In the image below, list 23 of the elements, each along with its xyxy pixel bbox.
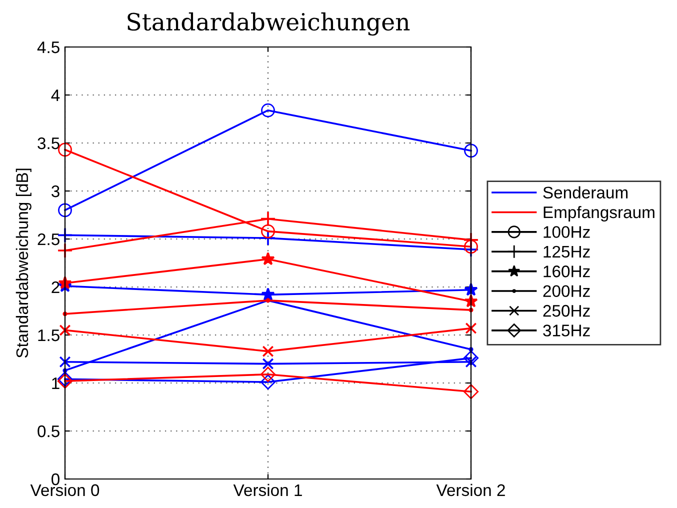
- x-tick-label: Version 1: [233, 484, 302, 496]
- y-tick-label: 3.5: [38, 137, 60, 150]
- text: 100Hz: [544, 226, 590, 238]
- y-tick-label: 2.5: [38, 233, 60, 246]
- y-tick-label: 3: [52, 185, 60, 198]
- text: 125Hz: [544, 246, 590, 258]
- y-axis-title: Standardabweichung [dB]: [16, 168, 32, 358]
- text: Empfangsraum: [544, 206, 654, 222]
- y-tick-label: 2: [52, 281, 60, 294]
- y-tick-label: 0: [52, 473, 60, 486]
- text: 315Hz: [543, 324, 590, 336]
- text: Senderaum: [543, 186, 628, 199]
- x-tick-label: Version 0: [30, 484, 100, 496]
- y-tick-label: 4: [51, 90, 60, 102]
- text: 200Hz: [543, 285, 590, 298]
- chart-title: Standardabweichungen: [128, 12, 410, 36]
- text: 160Hz: [544, 266, 590, 278]
- y-tick-label: 1: [52, 378, 60, 390]
- y-tick-label: 0.5: [38, 425, 60, 438]
- y-tick-label: 4.5: [37, 42, 60, 54]
- x-tick-label: Version 2: [436, 484, 505, 496]
- y-tick-label: 1.5: [38, 330, 60, 342]
- text: 250Hz: [543, 304, 590, 317]
